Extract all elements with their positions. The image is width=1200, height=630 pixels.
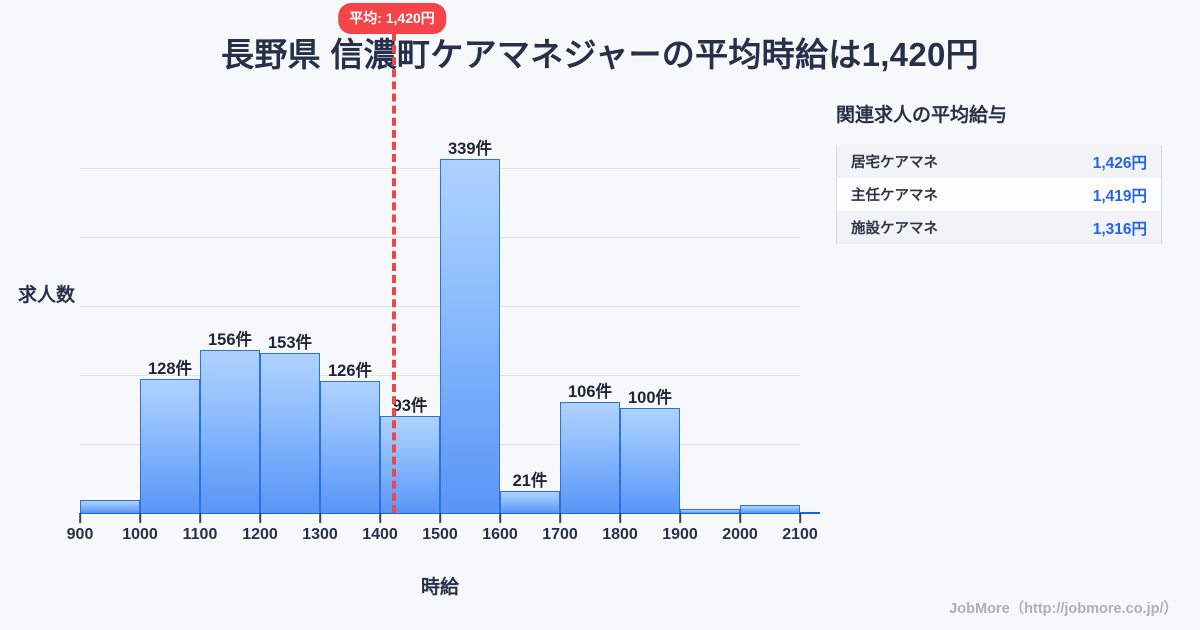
table-row[interactable]: 居宅ケアマネ 1,426円 xyxy=(837,145,1161,178)
page-title: 長野県 信濃町ケアマネジャーの平均時給は1,420円 xyxy=(221,36,979,73)
x-axis-tick-label: 900 xyxy=(66,526,94,543)
histogram-bar[interactable] xyxy=(620,408,680,513)
x-axis-tick-label: 1400 xyxy=(362,526,398,543)
table-row-name: 主任ケアマネ xyxy=(851,188,938,204)
histogram-bar[interactable] xyxy=(440,158,500,513)
bar-value-label: 100件 xyxy=(627,389,673,408)
x-axis-tick xyxy=(259,513,261,523)
histogram-bar[interactable] xyxy=(560,402,620,513)
histogram-chart: 求人数 128件 156件 153件 126件 93件 339件 21件 106件 100件 平均… xyxy=(18,3,820,598)
y-axis-label: 求人数 xyxy=(18,285,76,306)
panel-title: 関連求人の平均給与 xyxy=(836,105,1008,126)
bar-value-label: 93件 xyxy=(392,396,428,415)
histogram-bar[interactable] xyxy=(140,379,200,513)
x-axis-tick xyxy=(439,513,441,523)
x-axis-tick xyxy=(799,513,801,523)
related-salary-panel: 関連求人の平均給与 居宅ケアマネ 1,426円主任ケアマネ 1,419円施設ケアマネ… xyxy=(836,100,1176,244)
x-axis-tick xyxy=(739,513,741,523)
x-axis-tick xyxy=(139,513,141,523)
x-axis-tick-label: 1800 xyxy=(602,526,638,543)
x-axis-tick xyxy=(319,513,321,523)
histogram-bar[interactable] xyxy=(320,381,380,513)
footer-watermark: JobMore（http://jobmore.co.jp/） xyxy=(949,601,1178,617)
average-badge: 平均: 1,420円 xyxy=(338,3,446,34)
x-axis-tick xyxy=(499,513,501,523)
bar-value-label: 153件 xyxy=(267,334,313,353)
x-axis-tick-label: 1100 xyxy=(182,526,218,543)
x-axis-tick xyxy=(619,513,621,523)
table-row-value: 1,426円 xyxy=(1092,154,1147,172)
x-axis-tick xyxy=(559,513,561,523)
x-axis-tick-label: 1500 xyxy=(422,526,458,543)
x-axis-tick-label: 1000 xyxy=(122,526,158,543)
x-axis-tick-label: 1700 xyxy=(542,526,578,543)
histogram-bar[interactable] xyxy=(740,504,800,513)
table-row-name: 施設ケアマネ xyxy=(851,221,938,237)
x-axis-tick-label: 1600 xyxy=(482,526,518,543)
table-row-value: 1,419円 xyxy=(1092,187,1147,205)
bar-value-label: 126件 xyxy=(327,362,373,381)
bar-value-label: 106件 xyxy=(567,383,613,402)
x-axis-tick-label: 1200 xyxy=(242,526,278,543)
table-row[interactable]: 主任ケアマネ 1,419円 xyxy=(837,178,1161,211)
plot-area: 128件 156件 153件 126件 93件 339件 21件 106件 100件 平均: 1,… xyxy=(67,3,820,543)
histogram-bar[interactable] xyxy=(680,508,740,513)
x-axis-tick xyxy=(199,513,201,523)
x-axis-tick xyxy=(679,513,681,523)
histogram-bar[interactable] xyxy=(500,491,560,513)
x-axis-tick xyxy=(379,513,381,523)
x-axis-tick xyxy=(79,513,81,523)
histogram-bar[interactable] xyxy=(80,500,140,513)
histogram-bar[interactable] xyxy=(200,349,260,513)
histogram-bar[interactable] xyxy=(380,415,440,513)
table-row-value: 1,316円 xyxy=(1092,220,1147,238)
x-axis-tick-label: 1300 xyxy=(302,526,338,543)
bar-value-label: 128件 xyxy=(147,360,193,379)
bar-value-label: 21件 xyxy=(512,472,548,491)
bar-value-label: 156件 xyxy=(207,330,253,349)
x-axis-tick-label: 1900 xyxy=(662,526,698,543)
x-axis-title: 時給 xyxy=(420,577,459,598)
x-axis-tick-label: 2100 xyxy=(782,526,818,543)
histogram-bar[interactable] xyxy=(260,353,320,513)
table-row[interactable]: 施設ケアマネ 1,316円 xyxy=(837,211,1161,244)
bar-value-label: 339件 xyxy=(447,139,493,158)
x-axis-tick-label: 2000 xyxy=(722,526,758,543)
average-line xyxy=(392,33,396,513)
table-row-name: 居宅ケアマネ xyxy=(851,155,938,171)
related-salary-table: 居宅ケアマネ 1,426円主任ケアマネ 1,419円施設ケアマネ 1,316円 xyxy=(836,145,1162,244)
